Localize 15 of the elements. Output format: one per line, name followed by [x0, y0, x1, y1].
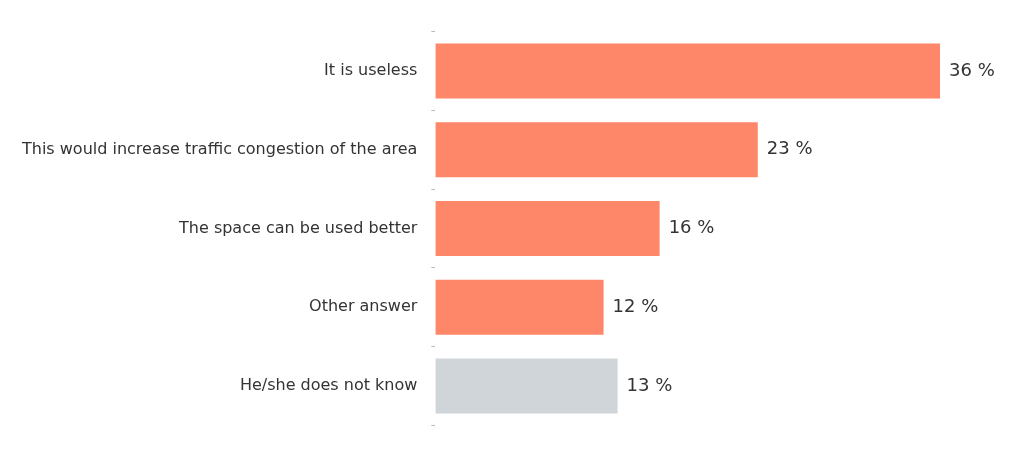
data-label: 16 % [668, 216, 715, 238]
data-label: 13 % [626, 373, 673, 395]
y-tick-label: It is useless [324, 60, 418, 80]
y-tick-label: This would increase traffic congestion of the area [21, 138, 418, 158]
bar [435, 200, 660, 257]
y-tick-label: Other answer [309, 296, 418, 316]
bar [435, 358, 618, 414]
bar [435, 122, 758, 178]
data-label: 36 % [949, 58, 995, 80]
y-tick-label: The space can be used better [178, 217, 418, 237]
data-label: 12 % [612, 294, 659, 316]
bar [435, 43, 940, 99]
data-label: 23 % [766, 137, 813, 159]
bar [435, 279, 604, 335]
y-tick-label: He/she does not know [239, 375, 418, 395]
